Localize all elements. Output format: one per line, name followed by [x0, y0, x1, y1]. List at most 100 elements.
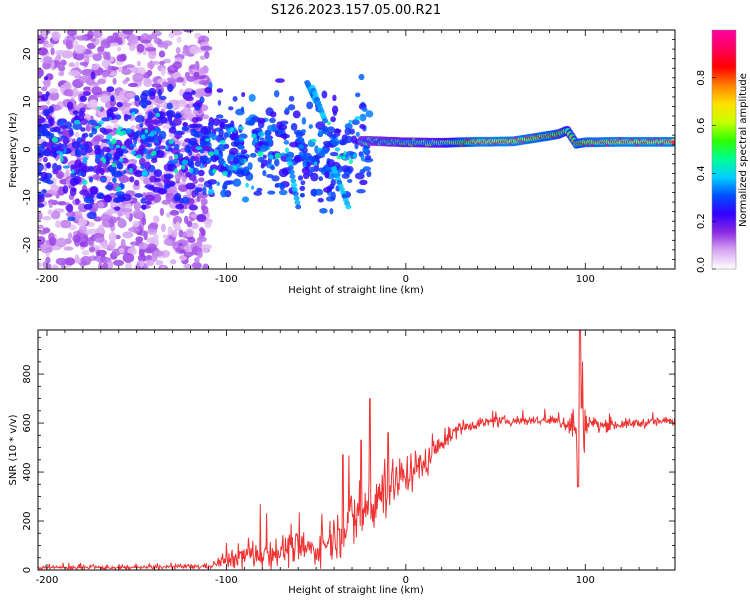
heatmap-cell [332, 94, 337, 102]
colorbar-frame [711, 29, 737, 270]
heatmap-cell [55, 49, 67, 56]
snr-x-ticks: -200 -100 0 100 [36, 330, 676, 586]
heatmap-cell [141, 204, 147, 210]
heatmap-cell [41, 142, 51, 147]
heatmap-cell [199, 55, 206, 60]
heatmap-cell [133, 201, 141, 211]
heatmap-cell [670, 140, 675, 144]
heatmap-cell [220, 189, 227, 198]
heatmap-cell [189, 45, 200, 55]
snr-frame [37, 329, 676, 571]
heatmap-cell [219, 139, 226, 145]
heatmap-cell [71, 141, 81, 149]
heatmap-cell [284, 147, 290, 154]
heatmap-cell [163, 177, 171, 186]
y-tick-label: 400 [22, 462, 33, 481]
heatmap-cell [160, 265, 166, 269]
heatmap-cell [129, 44, 136, 51]
heatmap-cell [240, 149, 248, 155]
heatmap-cell [355, 131, 360, 137]
heatmap-cell [72, 234, 81, 243]
heatmap-cell [198, 177, 205, 183]
heatmap-cell [104, 159, 111, 165]
heatmap-cell [163, 173, 174, 179]
heatmap-cell [134, 95, 140, 102]
heatmap-cell [94, 125, 101, 130]
heatmap-cell [125, 77, 130, 82]
heatmap-cell [289, 173, 296, 179]
heatmap-cell [88, 165, 94, 172]
heatmap-cell [257, 131, 265, 137]
heatmap-cell [172, 215, 183, 225]
y-tick-label: 0 [22, 146, 33, 152]
heatmap-cell [213, 149, 220, 156]
heatmap-cell [100, 39, 112, 49]
heatmap-cell [152, 233, 159, 243]
heatmap-cell [128, 34, 139, 45]
heatmap-cell [316, 147, 323, 151]
heatmap-cell [288, 169, 295, 175]
heatmap-cell [120, 183, 125, 190]
heatmap-cell [186, 220, 193, 228]
heatmap-cell [339, 140, 346, 146]
heatmap-cell [299, 193, 305, 198]
heatmap-cell [65, 169, 70, 177]
heatmap-cell [171, 229, 178, 238]
heatmap-cell [97, 224, 105, 235]
heatmap-cell [257, 151, 264, 157]
heatmap-cell [62, 165, 70, 169]
heatmap-cell [321, 90, 328, 99]
heatmap-cell [240, 106, 245, 112]
colorbar-tick-label: 0.4 [696, 165, 707, 181]
heatmap-cell [79, 144, 84, 149]
heatmap-cell [88, 81, 100, 87]
heatmap-cell [348, 158, 353, 165]
heatmap-cell [330, 191, 336, 201]
heatmap-cell [38, 262, 42, 268]
heatmap-cell [38, 195, 45, 203]
snr-panel: -200 -100 0 100 0 200 400 600 800 Height of str… [8, 329, 676, 596]
heatmap-cell [55, 220, 62, 228]
heatmap-cell [43, 76, 49, 81]
heatmap-cell [140, 198, 146, 204]
heatmap-cell [262, 169, 267, 177]
heatmap-cell [81, 165, 91, 173]
heatmap-cell [161, 249, 171, 258]
heatmap-cell [317, 197, 324, 203]
heatmap-cell [62, 136, 70, 145]
heatmap-cell [133, 179, 140, 186]
heatmap-cell [98, 120, 104, 125]
heatmap-cell [100, 213, 111, 222]
spectrogram-heatmap [38, 30, 675, 269]
heatmap-cell [273, 90, 280, 98]
y-tick-label: 200 [22, 511, 33, 530]
heatmap-cell [181, 125, 190, 132]
heatmap-cell [251, 140, 256, 147]
heatmap-cell [52, 31, 61, 42]
heatmap-cell [275, 78, 285, 83]
heatmap-cell [182, 106, 190, 115]
heatmap-cell [50, 47, 55, 56]
heatmap-cell [78, 225, 88, 234]
heatmap-cell [151, 150, 157, 156]
spectrogram-x-ticks: -200 -100 0 100 [36, 30, 676, 285]
heatmap-cell [200, 45, 213, 51]
heatmap-cell [38, 224, 44, 230]
heatmap-cell [55, 237, 67, 248]
heatmap-cell [96, 106, 102, 110]
heatmap-cell [113, 160, 118, 164]
heatmap-cell [106, 86, 115, 93]
heatmap-cell [301, 117, 307, 125]
heatmap-cell [87, 30, 94, 40]
heatmap-cell [216, 88, 224, 93]
heatmap-cell [102, 262, 109, 269]
heatmap-cell [334, 147, 341, 152]
heatmap-cell [93, 233, 105, 243]
heatmap-cell [91, 64, 99, 71]
heatmap-cell [42, 150, 50, 156]
heatmap-cell [60, 156, 64, 162]
heatmap-cell [160, 223, 166, 233]
heatmap-cell [302, 161, 307, 169]
heatmap-cell [107, 153, 113, 158]
heatmap-cell [92, 174, 100, 180]
